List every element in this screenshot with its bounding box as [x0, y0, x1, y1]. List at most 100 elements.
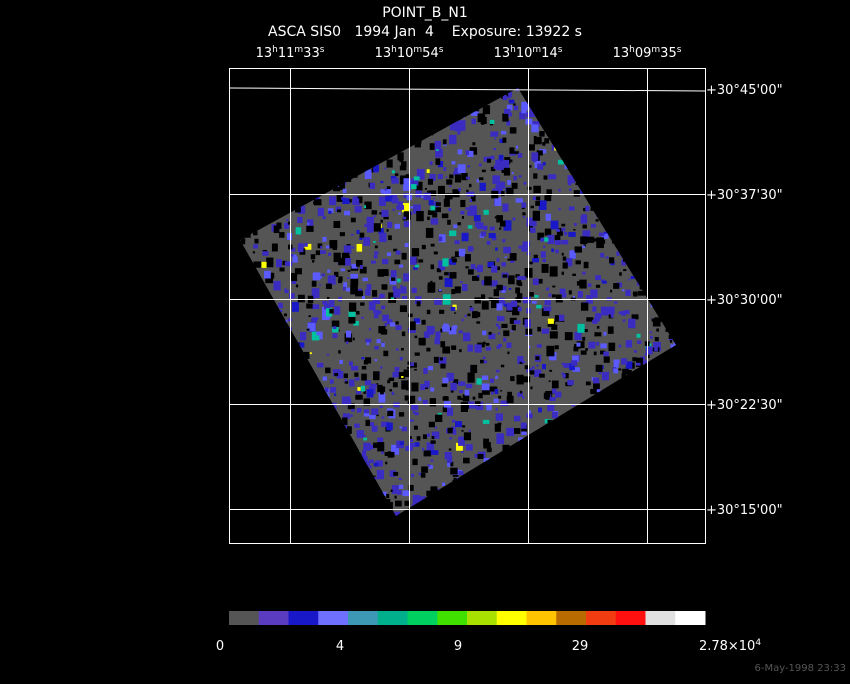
- noise: [436, 268, 442, 273]
- noise: [542, 141, 546, 146]
- noise: [351, 486, 360, 498]
- noise: [601, 482, 604, 486]
- noise: [543, 497, 551, 506]
- noise: [336, 103, 339, 107]
- noise: [550, 220, 559, 230]
- noise: [581, 245, 586, 249]
- noise: [391, 444, 400, 455]
- noise: [636, 105, 639, 108]
- noise: [480, 231, 487, 237]
- noise: [316, 362, 324, 368]
- noise: [403, 184, 411, 191]
- noise: [362, 480, 369, 486]
- noise: [583, 510, 588, 514]
- noise: [312, 381, 316, 384]
- noise: [502, 137, 507, 143]
- noise: [477, 264, 483, 273]
- noise: [595, 219, 599, 222]
- noise: [458, 330, 463, 334]
- noise: [397, 278, 401, 283]
- noise: [526, 111, 534, 118]
- noise: [622, 368, 629, 375]
- noise: [423, 192, 431, 201]
- noise: [517, 275, 522, 281]
- noise: [544, 513, 552, 516]
- noise: [430, 205, 436, 211]
- noise: [620, 486, 628, 495]
- noise: [437, 161, 444, 168]
- noise: [449, 91, 456, 96]
- noise: [649, 183, 656, 188]
- noise: [329, 196, 337, 206]
- noise: [240, 183, 243, 186]
- noise: [375, 94, 378, 98]
- noise: [491, 492, 496, 496]
- noise: [590, 388, 598, 395]
- noise: [422, 434, 427, 440]
- noise: [596, 431, 600, 435]
- noise: [278, 100, 281, 102]
- noise: [642, 376, 651, 385]
- noise: [408, 442, 416, 448]
- noise: [630, 276, 635, 280]
- noise: [316, 331, 320, 336]
- noise: [606, 306, 615, 315]
- noise: [662, 499, 669, 508]
- noise: [657, 280, 662, 285]
- noise: [611, 117, 616, 123]
- noise: [299, 477, 305, 481]
- noise: [500, 191, 505, 197]
- noise: [313, 201, 317, 205]
- noise: [654, 346, 658, 352]
- noise: [513, 105, 519, 111]
- noise: [632, 225, 635, 228]
- noise: [437, 173, 443, 180]
- noise: [251, 343, 260, 351]
- noise: [411, 504, 418, 508]
- noise: [246, 224, 254, 230]
- noise: [458, 471, 464, 475]
- noise: [295, 205, 301, 213]
- noise: [587, 98, 592, 102]
- noise: [453, 224, 458, 229]
- noise: [407, 361, 411, 365]
- noise: [520, 422, 527, 429]
- noise: [611, 134, 620, 141]
- noise: [580, 350, 587, 355]
- noise: [392, 110, 395, 113]
- noise: [400, 114, 408, 122]
- noise: [531, 152, 539, 161]
- noise: [657, 186, 661, 190]
- noise: [386, 422, 393, 431]
- noise: [313, 135, 319, 140]
- noise: [320, 499, 323, 504]
- noise: [500, 364, 505, 368]
- noise: [317, 98, 326, 108]
- noise: [583, 495, 588, 500]
- noise: [355, 259, 363, 267]
- noise: [359, 236, 363, 240]
- noise: [547, 234, 555, 245]
- noise: [340, 428, 347, 434]
- noise: [403, 221, 411, 228]
- noise: [608, 435, 612, 439]
- noise: [415, 264, 419, 268]
- text-part: 13: [613, 46, 630, 61]
- noise: [675, 278, 676, 281]
- noise: [317, 499, 322, 505]
- noise: [399, 305, 407, 313]
- noise: [489, 226, 495, 231]
- noise: [364, 201, 372, 210]
- noise: [664, 445, 670, 453]
- noise: [661, 498, 668, 502]
- noise: [279, 502, 287, 507]
- noise: [347, 277, 350, 279]
- noise: [572, 130, 579, 137]
- noise: [576, 341, 585, 349]
- noise: [390, 270, 397, 278]
- noise: [460, 281, 463, 284]
- noise: [522, 396, 525, 399]
- noise: [427, 366, 434, 371]
- noise: [517, 392, 523, 397]
- superscript: s: [558, 45, 563, 55]
